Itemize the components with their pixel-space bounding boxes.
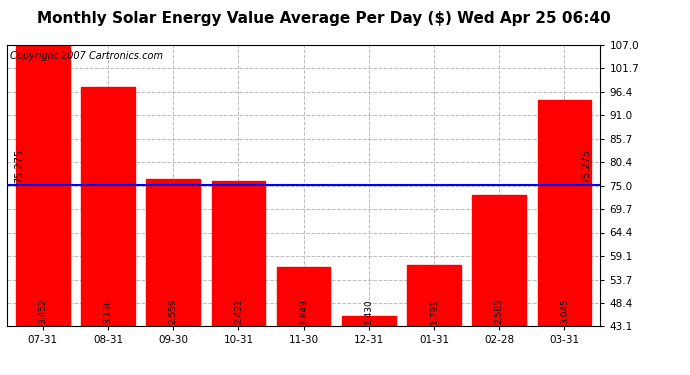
Bar — [277, 267, 331, 326]
Text: Monthly Solar Energy Value Average Per Day ($) Wed Apr 25 06:40: Monthly Solar Energy Value Average Per D… — [37, 11, 611, 26]
Bar — [407, 265, 461, 326]
Bar — [473, 195, 526, 326]
Bar — [16, 45, 70, 326]
Bar — [342, 316, 395, 326]
Text: Copyright 2007 Cartronics.com: Copyright 2007 Cartronics.com — [10, 51, 163, 61]
Text: 1.430: 1.430 — [364, 298, 373, 324]
Text: 1.791: 1.791 — [429, 298, 439, 324]
Bar — [212, 182, 265, 326]
Text: 2.559: 2.559 — [168, 298, 178, 324]
Text: 3.045: 3.045 — [560, 298, 569, 324]
Text: 3.136: 3.136 — [104, 298, 112, 324]
Bar — [81, 87, 135, 326]
Text: 1.849: 1.849 — [299, 298, 308, 324]
Bar — [146, 179, 200, 326]
Text: 75.275: 75.275 — [582, 148, 591, 183]
Text: 2.583: 2.583 — [495, 298, 504, 324]
Text: 2.431: 2.431 — [234, 298, 243, 324]
Text: 3.452: 3.452 — [38, 298, 47, 324]
Bar — [538, 100, 591, 326]
Text: 75.275: 75.275 — [14, 148, 24, 183]
